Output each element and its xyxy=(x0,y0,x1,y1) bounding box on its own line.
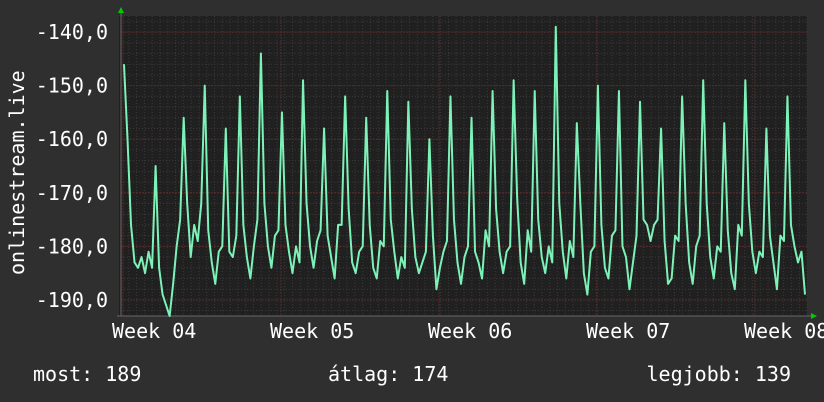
y-tick-labels: -140,0 -150,0 -160,0 -170,0 -180,0 -190,0 xyxy=(36,20,108,312)
x-tick-label: Week 05 xyxy=(270,319,354,343)
y-tick-label: -180,0 xyxy=(36,234,108,258)
y-tick-label: -170,0 xyxy=(36,181,108,205)
y-tick-label: -150,0 xyxy=(36,74,108,98)
x-tick-label: Week 08 xyxy=(744,319,824,343)
x-tick-label: Week 04 xyxy=(112,319,196,343)
x-tick-labels: Week 04 Week 05 Week 06 Week 07 Week 08 xyxy=(112,319,824,343)
y-axis-label: onlinestream.live xyxy=(5,70,29,275)
best-value: legjobb: 139 xyxy=(646,362,792,386)
current-value: most: 189 xyxy=(33,362,142,386)
series-group xyxy=(123,25,806,317)
series-line xyxy=(123,25,806,317)
axes xyxy=(117,7,817,319)
x-tick-label: Week 06 xyxy=(428,319,512,343)
y-tick-label: -140,0 xyxy=(36,20,108,44)
y-tick-label: -190,0 xyxy=(36,288,108,312)
x-axis-arrow xyxy=(811,313,817,319)
y-axis-arrow xyxy=(118,7,124,13)
x-tick-label: Week 07 xyxy=(586,319,670,343)
average-value: átlag: 174 xyxy=(328,362,449,386)
y-tick-label: -160,0 xyxy=(36,127,108,151)
